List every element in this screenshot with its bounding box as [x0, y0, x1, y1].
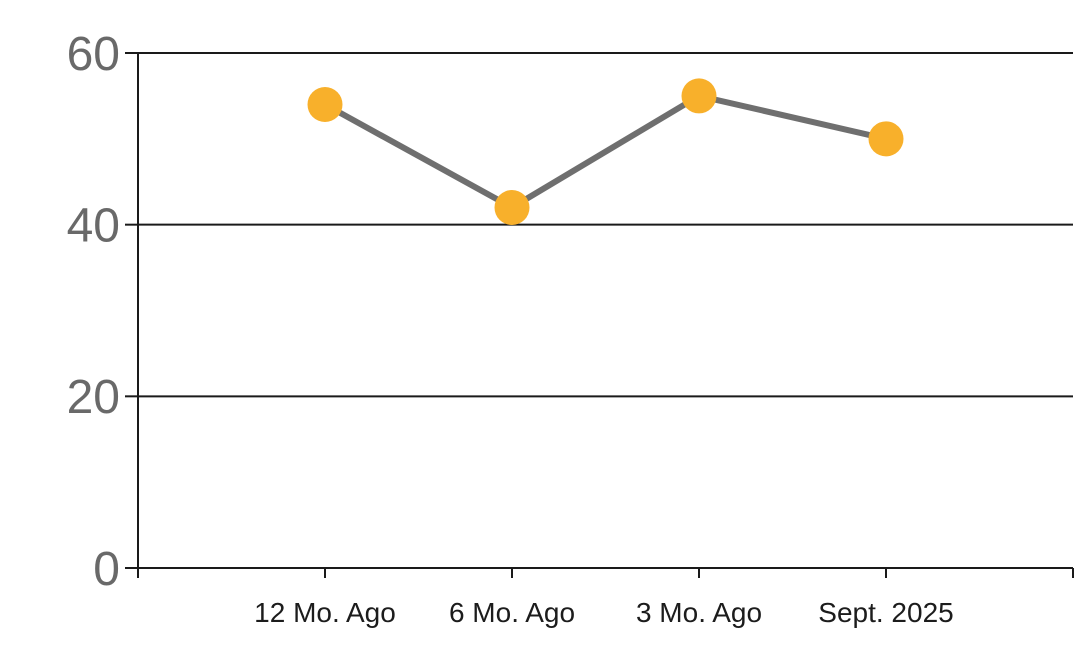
data-point-marker-0 — [307, 87, 343, 122]
data-point-marker-2 — [681, 78, 717, 114]
series-line — [322, 92, 889, 211]
y-tick-label-40: 40 — [67, 199, 120, 252]
y-tick-label-20: 20 — [67, 371, 120, 424]
y-tick-label-0: 0 — [93, 543, 120, 596]
x-tick-label-1: 6 Mo. Ago — [449, 597, 575, 628]
x-tick-label-3: Sept. 2025 — [818, 597, 953, 628]
y-tick-label-60: 60 — [67, 28, 120, 81]
data-point-marker-3 — [868, 121, 904, 157]
x-tick-label-0: 12 Mo. Ago — [254, 597, 396, 628]
data-point-marker-1 — [494, 190, 530, 225]
x-tick-label-2: 3 Mo. Ago — [636, 597, 762, 628]
